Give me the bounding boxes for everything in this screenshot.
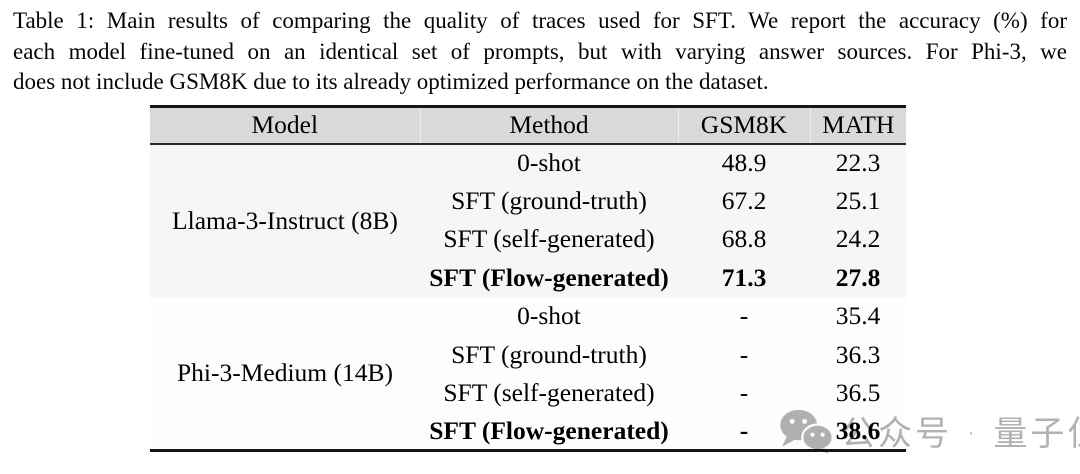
math-value: 38.6 bbox=[835, 415, 881, 445]
math-value: 24.2 bbox=[835, 224, 881, 254]
table-row: SFT (ground-truth) 67.2 25.1 bbox=[150, 182, 906, 220]
method-cell: SFT (Flow-generated) bbox=[429, 415, 669, 445]
gsm8k-value: - bbox=[739, 378, 749, 408]
group-llama-3-instruct: Llama-3-Instruct (8B) 0-shot 48.9 22.3 S… bbox=[150, 143, 906, 298]
caption-line-3: does not include GSM8K due to its alread… bbox=[13, 69, 769, 94]
method-cell: 0-shot bbox=[517, 148, 581, 178]
results-table-container: Model Method GSM8K MATH Llama-3-Instruct… bbox=[150, 105, 906, 453]
table-row: Llama-3-Instruct (8B) 0-shot 48.9 22.3 bbox=[150, 144, 906, 235]
caption-line-2: each model fine-tuned on an identical se… bbox=[13, 38, 1067, 64]
method-cell: SFT (ground-truth) bbox=[451, 339, 647, 369]
gsm8k-value: 67.2 bbox=[721, 186, 767, 216]
table-row: SFT (self-generated) - 36.5 bbox=[150, 374, 906, 412]
column-header-math: MATH bbox=[809, 106, 906, 145]
column-header-model: Model bbox=[150, 106, 420, 145]
column-header-gsm8k: GSM8K bbox=[677, 106, 810, 145]
math-value: 36.5 bbox=[835, 378, 881, 408]
math-value: 22.3 bbox=[835, 148, 881, 178]
group-phi-3-medium: Phi-3-Medium (14B) 0-shot - 35.4 SFT (gr… bbox=[150, 297, 906, 451]
method-cell: SFT (Flow-generated) bbox=[429, 262, 669, 292]
method-cell: SFT (ground-truth) bbox=[451, 186, 647, 216]
method-cell: SFT (self-generated) bbox=[443, 378, 655, 408]
gsm8k-value: 48.9 bbox=[721, 148, 767, 178]
math-value: 35.4 bbox=[835, 301, 881, 331]
gsm8k-value: - bbox=[739, 301, 749, 331]
table-row: SFT (self-generated) 68.8 24.2 bbox=[150, 220, 906, 258]
math-value: 25.1 bbox=[835, 186, 881, 216]
table-header-row: Model Method GSM8K MATH bbox=[150, 106, 906, 145]
caption-line-1: Table 1: Main results of comparing the q… bbox=[13, 8, 1067, 33]
model-name-llama: Llama-3-Instruct (8B) bbox=[172, 205, 398, 235]
gsm8k-value: - bbox=[739, 415, 749, 445]
table-caption: Table 1: Main results of comparing the q… bbox=[13, 6, 1067, 98]
method-cell: 0-shot bbox=[517, 301, 581, 331]
gsm8k-value: - bbox=[739, 339, 749, 369]
math-value: 27.8 bbox=[835, 262, 881, 292]
model-name-phi: Phi-3-Medium (14B) bbox=[176, 358, 394, 388]
column-header-method: Method bbox=[419, 106, 678, 145]
gsm8k-value: 68.8 bbox=[721, 224, 767, 254]
table-row: Phi-3-Medium (14B) 0-shot - 35.4 bbox=[150, 297, 906, 387]
results-table: Model Method GSM8K MATH Llama-3-Instruct… bbox=[150, 105, 906, 453]
table-row: SFT (ground-truth) - 36.3 bbox=[150, 335, 906, 373]
math-value: 36.3 bbox=[835, 339, 881, 369]
table-row-highlighted: SFT (Flow-generated) 71.3 27.8 bbox=[150, 259, 906, 297]
method-cell: SFT (self-generated) bbox=[443, 224, 655, 254]
gsm8k-value: 71.3 bbox=[721, 262, 767, 292]
table-row-highlighted: SFT (Flow-generated) - 38.6 bbox=[150, 412, 906, 450]
